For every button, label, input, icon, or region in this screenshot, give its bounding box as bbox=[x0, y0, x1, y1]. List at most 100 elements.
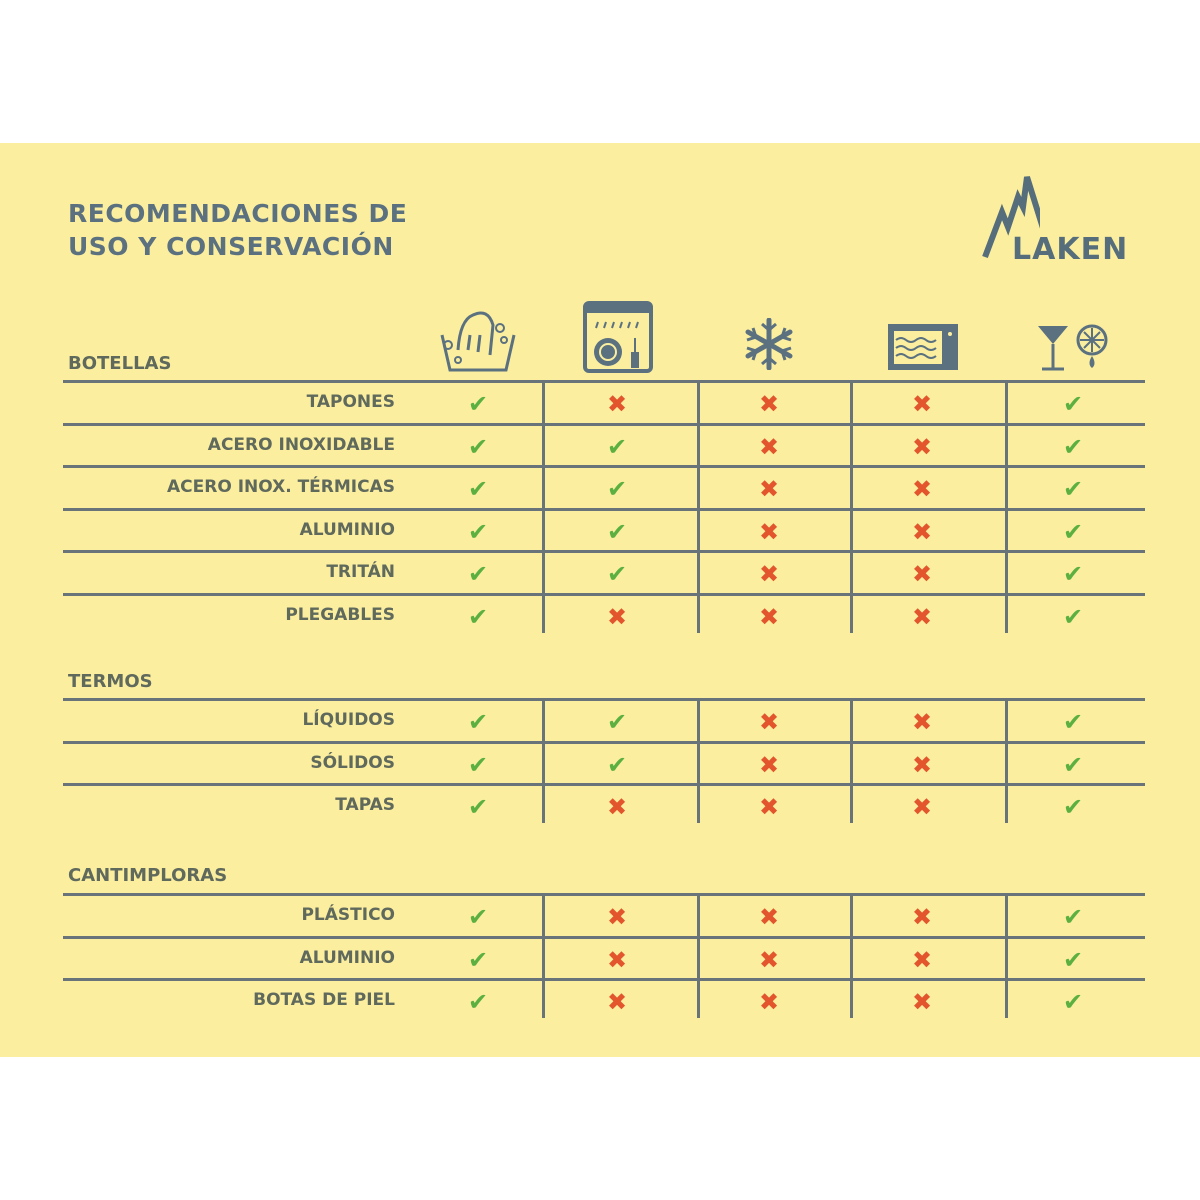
row-label: ALUMINIO bbox=[299, 947, 395, 968]
row-label: PLÁSTICO bbox=[301, 905, 395, 925]
cross-icon: ✖ bbox=[606, 603, 628, 631]
check-icon: ✔ bbox=[467, 603, 489, 631]
microwave-icon bbox=[888, 324, 958, 370]
cross-icon: ✖ bbox=[911, 708, 933, 736]
check-icon: ✔ bbox=[606, 475, 628, 504]
row-label: BOTAS DE PIEL bbox=[253, 990, 395, 1011]
check-icon: ✔ bbox=[1062, 903, 1084, 931]
cross-icon: ✖ bbox=[758, 603, 780, 631]
cross-icon: ✖ bbox=[758, 988, 780, 1017]
check-icon: ✔ bbox=[467, 560, 489, 589]
check-icon: ✔ bbox=[1062, 560, 1084, 589]
row-label: LÍQUIDOS bbox=[302, 710, 395, 730]
check-icon: ✔ bbox=[467, 432, 489, 461]
column-divider bbox=[542, 894, 545, 1018]
section-top-line bbox=[63, 380, 1145, 383]
column-divider bbox=[1005, 381, 1008, 633]
column-divider bbox=[542, 699, 545, 823]
check-icon: ✔ bbox=[1062, 475, 1084, 504]
check-icon: ✔ bbox=[1062, 390, 1084, 418]
cross-icon: ✖ bbox=[911, 750, 933, 779]
row-label: ACERO INOX. TÉRMICAS bbox=[166, 477, 395, 498]
check-icon: ✔ bbox=[467, 903, 489, 931]
row-label: ACERO INOXIDABLE bbox=[207, 434, 395, 455]
check-icon: ✔ bbox=[467, 475, 489, 504]
row-divider bbox=[63, 935, 1145, 939]
row-divider bbox=[63, 978, 1145, 982]
row-divider bbox=[63, 550, 1145, 554]
column-divider bbox=[542, 381, 545, 633]
cross-icon: ✖ bbox=[758, 475, 780, 504]
cross-icon: ✖ bbox=[758, 432, 780, 461]
laken-mountain-logo-icon bbox=[982, 176, 1040, 259]
check-icon: ✔ bbox=[1062, 517, 1084, 546]
column-divider bbox=[697, 894, 700, 1018]
cross-icon: ✖ bbox=[911, 475, 933, 504]
cross-icon: ✖ bbox=[911, 945, 933, 974]
cross-icon: ✖ bbox=[606, 793, 628, 822]
check-icon: ✔ bbox=[1062, 432, 1084, 461]
cross-icon: ✖ bbox=[606, 903, 628, 931]
cross-icon: ✖ bbox=[758, 793, 780, 822]
check-icon: ✔ bbox=[467, 793, 489, 822]
cross-icon: ✖ bbox=[758, 708, 780, 736]
info-panel bbox=[0, 143, 1200, 1057]
section-top-line bbox=[63, 893, 1145, 896]
title-line-2: USO Y CONSERVACIÓN bbox=[68, 232, 394, 261]
freezer-snowflake-icon bbox=[745, 318, 793, 370]
column-divider bbox=[850, 894, 853, 1018]
row-divider bbox=[63, 465, 1145, 469]
column-divider bbox=[850, 381, 853, 633]
column-divider bbox=[850, 699, 853, 823]
cross-icon: ✖ bbox=[758, 945, 780, 974]
row-label: TAPONES bbox=[306, 392, 395, 412]
check-icon: ✔ bbox=[1062, 945, 1084, 974]
check-icon: ✔ bbox=[1062, 750, 1084, 779]
column-divider bbox=[697, 381, 700, 633]
dishwasher-icon bbox=[583, 301, 653, 373]
cross-icon: ✖ bbox=[911, 988, 933, 1017]
row-label: TAPAS bbox=[335, 795, 395, 816]
cross-icon: ✖ bbox=[911, 793, 933, 822]
row-label: PLEGABLES bbox=[285, 605, 395, 625]
row-label: SÓLIDOS bbox=[310, 752, 395, 773]
check-icon: ✔ bbox=[606, 517, 628, 546]
check-icon: ✔ bbox=[467, 750, 489, 779]
column-divider bbox=[1005, 894, 1008, 1018]
section-label: BOTELLAS bbox=[68, 353, 172, 374]
row-divider bbox=[63, 783, 1145, 787]
check-icon: ✔ bbox=[1062, 603, 1084, 631]
cross-icon: ✖ bbox=[911, 903, 933, 931]
cross-icon: ✖ bbox=[758, 903, 780, 931]
cross-icon: ✖ bbox=[911, 517, 933, 546]
page-title: RECOMENDACIONES DE USO Y CONSERVACIÓN bbox=[68, 197, 407, 263]
row-divider bbox=[63, 422, 1145, 426]
cross-icon: ✖ bbox=[911, 603, 933, 631]
cross-icon: ✖ bbox=[606, 988, 628, 1017]
row-divider bbox=[63, 740, 1145, 744]
check-icon: ✔ bbox=[467, 708, 489, 736]
row-label: TRITÁN bbox=[326, 562, 395, 583]
check-icon: ✔ bbox=[467, 945, 489, 974]
row-label: ALUMINIO bbox=[299, 519, 395, 540]
check-icon: ✔ bbox=[1062, 793, 1084, 822]
cross-icon: ✖ bbox=[606, 390, 628, 418]
check-icon: ✔ bbox=[606, 708, 628, 736]
cross-icon: ✖ bbox=[758, 560, 780, 589]
acidic-drinks-icon bbox=[1038, 324, 1108, 371]
brand-logo: LAKEN bbox=[1012, 232, 1129, 267]
section-label: CANTIMPLORAS bbox=[68, 865, 228, 886]
check-icon: ✔ bbox=[467, 517, 489, 546]
row-divider bbox=[63, 507, 1145, 511]
check-icon: ✔ bbox=[1062, 988, 1084, 1017]
check-icon: ✔ bbox=[467, 988, 489, 1017]
check-icon: ✔ bbox=[606, 560, 628, 589]
hand-wash-icon bbox=[440, 311, 516, 372]
check-icon: ✔ bbox=[606, 750, 628, 779]
cross-icon: ✖ bbox=[758, 517, 780, 546]
cross-icon: ✖ bbox=[758, 750, 780, 779]
column-divider bbox=[1005, 699, 1008, 823]
cross-icon: ✖ bbox=[911, 390, 933, 418]
cross-icon: ✖ bbox=[758, 390, 780, 418]
cross-icon: ✖ bbox=[606, 945, 628, 974]
